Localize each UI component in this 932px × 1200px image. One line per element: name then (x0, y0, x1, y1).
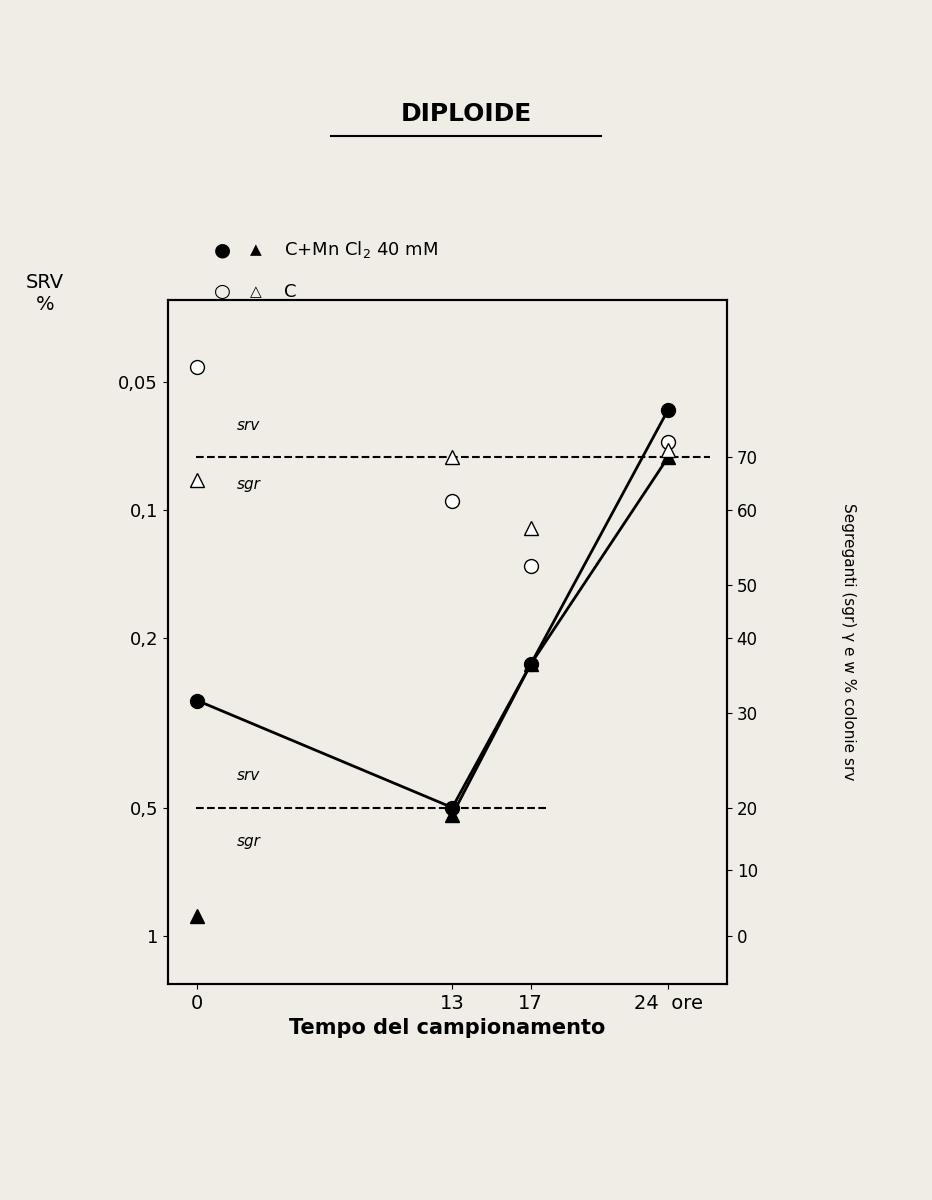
Y-axis label: Segreganti (sgr) γ e w % colonie srv: Segreganti (sgr) γ e w % colonie srv (841, 503, 856, 781)
Text: ○: ○ (214, 282, 231, 301)
Text: C: C (284, 282, 296, 300)
Text: srv: srv (237, 418, 260, 432)
Text: DIPLOIDE: DIPLOIDE (401, 102, 531, 126)
Text: ●: ● (214, 240, 231, 259)
Text: SRV
%: SRV % (26, 272, 63, 313)
Text: sgr: sgr (237, 834, 260, 848)
Text: △: △ (250, 284, 262, 299)
X-axis label: Tempo del campionamento: Tempo del campionamento (289, 1019, 606, 1038)
Text: C+Mn Cl$_2$ 40 mM: C+Mn Cl$_2$ 40 mM (284, 239, 438, 260)
Text: sgr: sgr (237, 478, 260, 492)
Text: srv: srv (237, 768, 260, 782)
Text: ▲: ▲ (250, 242, 262, 257)
